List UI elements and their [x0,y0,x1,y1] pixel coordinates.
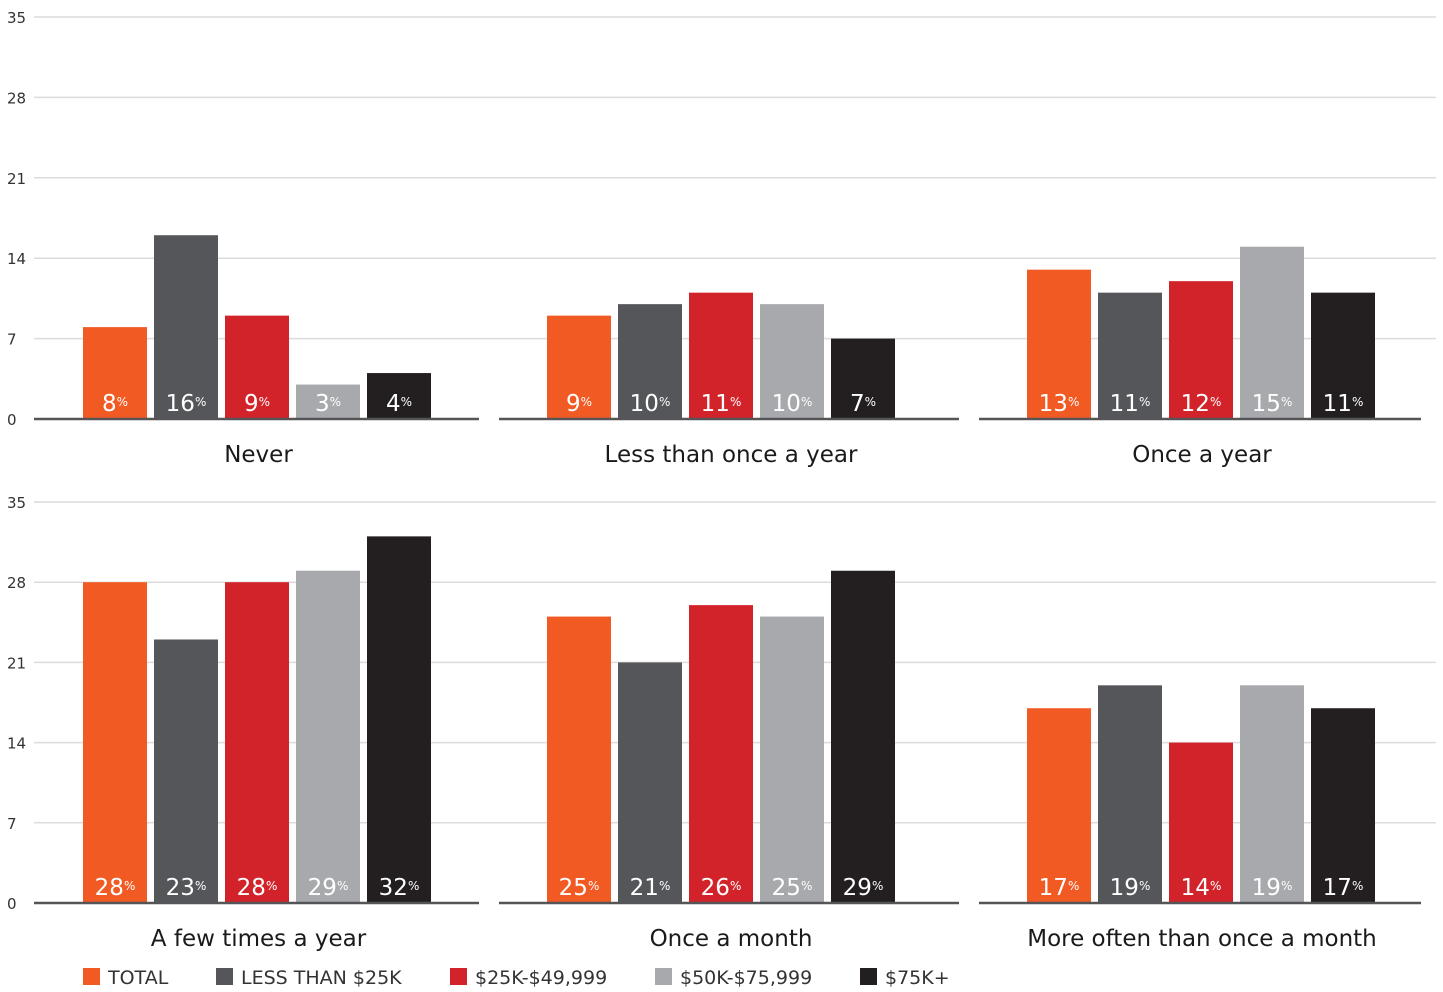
labels: 0 7 14 21 28 35 0 7 14 21 28 35 8% 16% 9% 3% 4% Never 9% 10… [7,9,1377,952]
bar-value-label: 8% [102,391,128,417]
bar [367,373,431,419]
bar [1311,708,1375,903]
category-label: Once a year [1132,442,1272,468]
bar [1240,685,1304,903]
y-tick-label: 14 [7,250,26,268]
y-tick-label: 35 [7,9,26,27]
y-tick-label: 14 [7,735,26,753]
bar-value-label: 11% [1323,391,1364,417]
legend-swatch [655,968,672,985]
bar-value-label: 13% [1039,391,1080,417]
bar-value-label: 10% [772,391,813,417]
bars [34,235,1421,905]
legend-swatch [860,968,877,985]
legend-label: LESS THAN $25K [241,967,402,989]
bar [225,582,289,903]
bar [547,315,611,419]
bar-value-label: 28% [95,875,136,901]
bar [296,570,360,903]
y-tick-label: 35 [7,494,26,512]
y-tick-label: 21 [7,654,26,672]
bar-value-label: 3% [315,391,341,417]
category-label: More often than once a month [1027,926,1377,952]
bar-value-label: 9% [244,391,270,417]
y-tick-label: 21 [7,170,26,188]
bar-value-label: 9% [566,391,592,417]
bar-value-label: 32% [379,875,420,901]
y-tick-label: 7 [7,815,17,833]
y-tick-label: 28 [7,574,26,592]
bar [1098,685,1162,903]
bar [831,570,895,903]
bar-value-label: 25% [772,875,813,901]
y-tick-label: 7 [7,331,17,349]
category-label: A few times a year [151,926,367,952]
bar [1098,292,1162,419]
bar-value-label: 25% [559,875,600,901]
y-tick-label: 28 [7,89,26,107]
bar-value-label: 19% [1252,875,1293,901]
bar [154,235,218,419]
bar-value-label: 19% [1110,875,1151,901]
bar-value-label: 21% [630,875,671,901]
legend-swatch [216,968,233,985]
category-label: Less than once a year [605,442,858,468]
bar [1311,292,1375,419]
bar [83,582,147,903]
bar-value-label: 26% [701,875,742,901]
category-label: Never [224,442,293,468]
bar-value-label: 7% [850,391,876,417]
bar [1027,269,1091,419]
legend: TOTAL LESS THAN $25K $25K-$49,999 $50K-$75,… [83,967,950,989]
bar-value-label: 17% [1039,875,1080,901]
legend-label: TOTAL [107,967,169,989]
bar [618,304,682,419]
bar-value-label: 12% [1181,391,1222,417]
bar-value-label: 29% [308,875,349,901]
bar-value-label: 10% [630,391,671,417]
y-tick-label: 0 [7,411,17,429]
bar-value-label: 4% [386,391,412,417]
bar [1027,708,1091,903]
bar [225,315,289,419]
bar [296,384,360,419]
bar [1240,246,1304,419]
bar [689,292,753,419]
legend-label: $50K-$75,999 [680,967,812,989]
bar [831,338,895,419]
legend-swatch [83,968,100,985]
bar [689,605,753,903]
bar-value-label: 14% [1181,875,1222,901]
bar [83,327,147,419]
bar-value-label: 28% [237,875,278,901]
bar-value-label: 17% [1323,875,1364,901]
bar-value-label: 29% [843,875,884,901]
bar-value-label: 16% [166,391,207,417]
bar [760,616,824,903]
bar [1169,742,1233,903]
legend-label: $75K+ [885,967,950,989]
bar-value-label: 23% [166,875,207,901]
legend-label: $25K-$49,999 [475,967,607,989]
bar [154,639,218,903]
bar-value-label: 11% [701,391,742,417]
bar [547,616,611,903]
bar-value-label: 15% [1252,391,1293,417]
bar [1169,281,1233,419]
bar [367,536,431,903]
bar [760,304,824,419]
bar-value-label: 11% [1110,391,1151,417]
y-tick-label: 0 [7,895,17,913]
legend-swatch [450,968,467,985]
category-label: Once a month [650,926,813,952]
bar [618,662,682,903]
